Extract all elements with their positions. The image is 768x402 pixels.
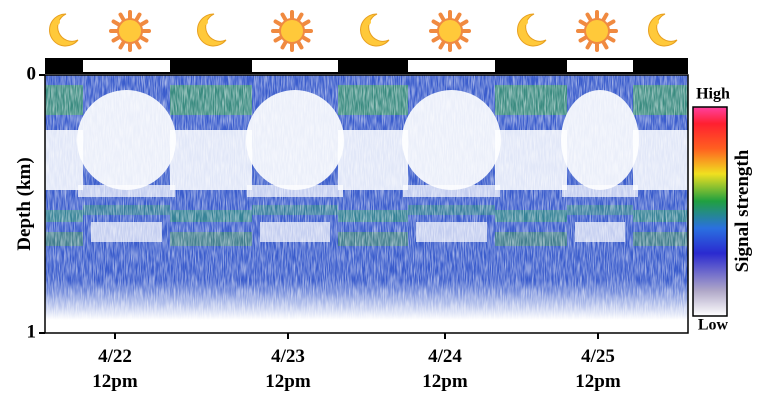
sun xyxy=(117,18,143,44)
colorbar-low: Low xyxy=(698,317,729,334)
sun xyxy=(279,18,305,44)
sun-ray xyxy=(118,12,126,22)
sun-ray xyxy=(296,40,304,50)
x-tick-time: 12pm xyxy=(265,371,311,392)
plot-frame xyxy=(44,74,689,334)
star xyxy=(522,19,528,25)
sun-ray xyxy=(111,19,121,27)
sun-ray xyxy=(601,12,609,22)
sun-ray xyxy=(585,12,593,22)
sun-ray xyxy=(431,19,441,27)
day-bar xyxy=(408,60,495,72)
sun-ray xyxy=(273,35,283,43)
moon xyxy=(197,13,227,47)
sun-ray xyxy=(438,40,446,50)
night-bar xyxy=(45,58,688,74)
sun-ray xyxy=(134,12,142,22)
x-tick-date: 4/24 xyxy=(428,346,462,367)
y-tick-label: 1 xyxy=(27,321,37,342)
sun-ray xyxy=(296,12,304,22)
star xyxy=(365,19,371,25)
day-bar xyxy=(252,60,338,72)
sun-ray xyxy=(578,35,588,43)
sun-ray xyxy=(301,19,311,27)
sun-ray xyxy=(111,35,121,43)
moon xyxy=(517,13,547,47)
sun-ray xyxy=(431,35,441,43)
star xyxy=(202,19,208,25)
day-bar xyxy=(567,60,633,72)
day-bar xyxy=(83,60,170,72)
moon xyxy=(360,13,390,47)
x-tick-time: 12pm xyxy=(422,371,468,392)
moon xyxy=(49,13,79,47)
colorbar-label: Signal strength xyxy=(732,149,753,272)
day-night-icons xyxy=(49,10,678,52)
sun-ray xyxy=(280,12,288,22)
speckle xyxy=(45,75,688,333)
y-tick-label: 0 xyxy=(27,63,37,84)
sun-ray xyxy=(578,19,588,27)
sun-ray xyxy=(606,35,616,43)
sun-ray xyxy=(118,40,126,50)
sun-ray xyxy=(139,19,149,27)
x-tick-time: 12pm xyxy=(575,371,621,392)
colorbar xyxy=(692,106,728,317)
sun-ray xyxy=(454,12,462,22)
sun-ray xyxy=(606,19,616,27)
sun-ray xyxy=(134,40,142,50)
moon xyxy=(648,13,678,47)
sun-ray xyxy=(301,35,311,43)
sun-ray xyxy=(459,19,469,27)
x-tick-time: 12pm xyxy=(92,371,138,392)
colorbar-high: High xyxy=(696,86,730,103)
star xyxy=(54,19,60,25)
sun-ray xyxy=(454,40,462,50)
sun-ray xyxy=(585,40,593,50)
sun-ray xyxy=(601,40,609,50)
x-tick-date: 4/25 xyxy=(581,346,615,367)
star xyxy=(653,19,659,25)
sun xyxy=(437,18,463,44)
sun-ray xyxy=(459,35,469,43)
sun-ray xyxy=(438,12,446,22)
day-night-bar xyxy=(45,58,688,74)
sun-ray xyxy=(273,19,283,27)
x-tick-date: 4/23 xyxy=(271,346,305,367)
sun xyxy=(584,18,610,44)
sun-ray xyxy=(280,40,288,50)
echogram xyxy=(45,75,688,333)
x-tick-date: 4/22 xyxy=(98,346,132,367)
y-axis-label: Depth (km) xyxy=(14,157,35,250)
sun-ray xyxy=(139,35,149,43)
